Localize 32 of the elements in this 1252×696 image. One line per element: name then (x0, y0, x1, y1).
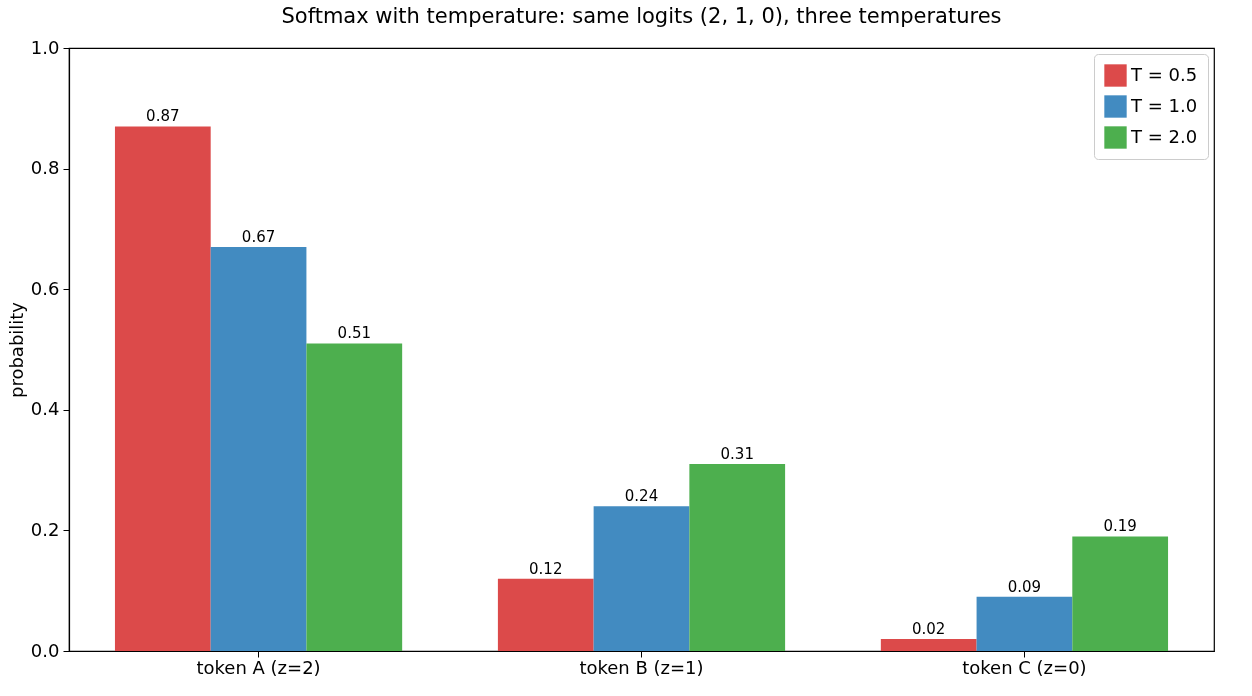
x-tick-label: token B (z=1) (579, 656, 704, 678)
bar (1072, 536, 1169, 651)
data-label: 0.31 (720, 445, 754, 464)
data-label: 0.19 (1103, 517, 1137, 536)
data-label: 0.67 (241, 227, 276, 246)
chart-title: Softmax with temperature: same logits (2, 1, 0), three temperatures (281, 4, 1002, 28)
data-label: 0.51 (337, 324, 371, 343)
y-tick-label: 0.4 (30, 398, 60, 420)
x-tick-label: token A (z=2) (196, 656, 321, 678)
x-tick-label: token C (z=0) (962, 656, 1087, 678)
data-label: 0.09 (1007, 577, 1042, 596)
y-axis-title: probability (5, 301, 27, 399)
y-tick-label: 0.2 (30, 518, 60, 540)
data-label: 0.87 (146, 107, 180, 126)
bar (114, 126, 211, 651)
data-label: 0.24 (624, 487, 659, 506)
bar (497, 578, 594, 651)
bar (306, 343, 403, 651)
bar (593, 506, 690, 651)
y-tick-label: 1.0 (30, 36, 60, 58)
legend-label: T = 1.0 (1130, 94, 1198, 116)
data-label: 0.12 (529, 559, 563, 578)
bar (880, 638, 977, 651)
bar (976, 596, 1073, 651)
data-label: 0.02 (912, 619, 946, 638)
bar (689, 464, 786, 651)
legend-label: T = 0.5 (1130, 63, 1198, 85)
legend-label: T = 2.0 (1130, 125, 1198, 147)
bar (210, 246, 307, 651)
y-tick-label: 0.8 (30, 157, 60, 179)
y-tick-label: 0.6 (30, 277, 60, 299)
y-tick-label: 0.0 (30, 639, 60, 661)
